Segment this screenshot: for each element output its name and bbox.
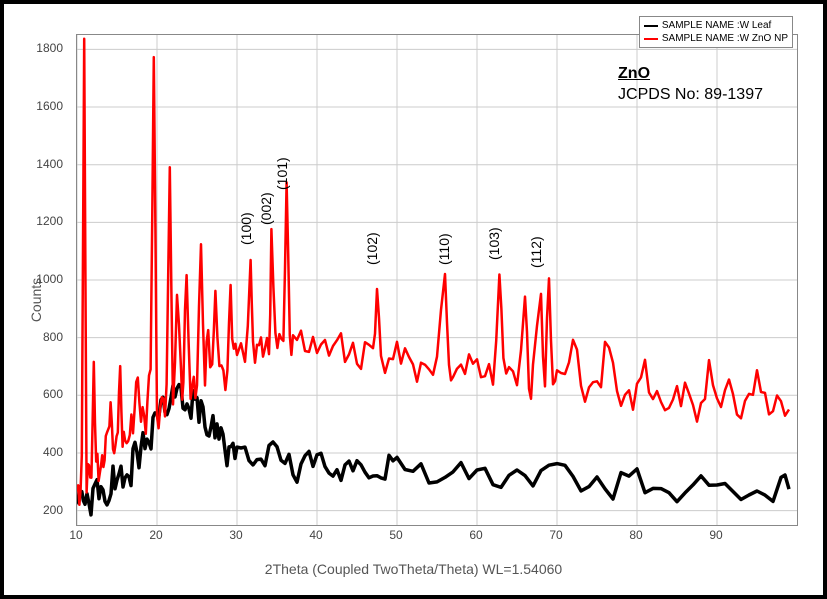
plot-svg <box>77 35 797 525</box>
annotation-title: ZnO <box>618 64 763 85</box>
x-tick-label: 90 <box>709 528 722 542</box>
x-tick-label: 50 <box>389 528 402 542</box>
peak-label: (102) <box>364 232 380 265</box>
legend-swatch-red <box>644 34 658 44</box>
annotation-subtitle: JCPDS No: 89-1397 <box>618 85 763 106</box>
x-tick-label: 80 <box>629 528 642 542</box>
legend-row: SAMPLE NAME :W ZnO NP <box>644 32 788 45</box>
x-tick-label: 40 <box>309 528 322 542</box>
peak-label: (101) <box>274 157 290 190</box>
x-tick-label: 60 <box>469 528 482 542</box>
legend-label: SAMPLE NAME :W ZnO NP <box>662 32 788 45</box>
peak-label: (100) <box>238 212 254 245</box>
y-tick-label: 600 <box>23 387 63 401</box>
peak-label: (112) <box>528 236 544 268</box>
legend-swatch-black <box>644 21 658 31</box>
y-tick-label: 1000 <box>23 272 63 286</box>
x-tick-label: 30 <box>229 528 242 542</box>
legend: SAMPLE NAME :W Leaf SAMPLE NAME :W ZnO N… <box>639 16 793 48</box>
peak-label: (103) <box>486 227 502 260</box>
x-tick-label: 20 <box>149 528 162 542</box>
y-tick-label: 400 <box>23 445 63 459</box>
y-tick-label: 800 <box>23 330 63 344</box>
y-tick-label: 200 <box>23 503 63 517</box>
y-tick-label: 1600 <box>23 99 63 113</box>
x-tick-label: 10 <box>69 528 82 542</box>
x-tick-label: 70 <box>549 528 562 542</box>
annotation: ZnO JCPDS No: 89-1397 <box>618 64 763 106</box>
x-axis-label: 2Theta (Coupled TwoTheta/Theta) WL=1.540… <box>265 561 562 577</box>
y-tick-label: 1400 <box>23 157 63 171</box>
peak-label: (110) <box>436 233 452 265</box>
chart-frame: Counts 2Theta (Coupled TwoTheta/Theta) W… <box>0 0 827 599</box>
y-tick-label: 1200 <box>23 214 63 228</box>
legend-row: SAMPLE NAME :W Leaf <box>644 19 788 32</box>
plot-area <box>76 34 798 526</box>
legend-label: SAMPLE NAME :W Leaf <box>662 19 771 32</box>
peak-label: (002) <box>258 192 274 225</box>
y-tick-label: 1800 <box>23 41 63 55</box>
